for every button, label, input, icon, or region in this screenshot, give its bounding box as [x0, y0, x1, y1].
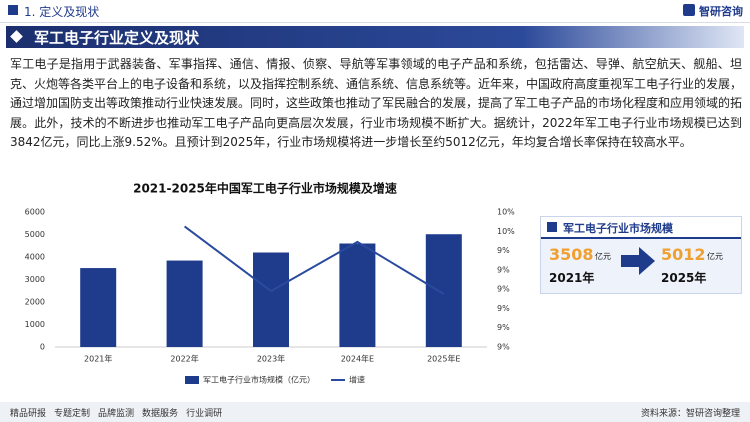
legend-label: 增速 [349, 375, 365, 385]
y-tick-label: 1000 [25, 320, 45, 329]
end-year: 2025年 [661, 271, 707, 285]
section-title: 1. 定义及现状 [24, 5, 100, 19]
service: 品牌监测 [98, 409, 135, 419]
end-value: 5012 [661, 245, 706, 264]
highlight-icon [547, 222, 557, 232]
banner-icon [10, 30, 23, 43]
x-tick-label: 2023年 [257, 354, 285, 364]
chart: 2021-2025年中国军工电子行业市场规模及增速 0 1000 2000 3000 4… [25, 181, 516, 385]
bar [253, 252, 289, 347]
x-tick-label: 2021年 [84, 354, 112, 364]
section-icon [8, 5, 18, 15]
arrow [621, 247, 655, 275]
y2-tick-label: 9% [497, 265, 510, 274]
banner: 军工电子行业定义及现状 [6, 26, 744, 48]
y2-tick-label: 9% [497, 343, 510, 352]
bar [425, 234, 462, 347]
y-tick-label: 5000 [25, 230, 45, 239]
y2-tick-label: 9% [497, 285, 510, 294]
services: 精品研报 专题定制 品牌监测 数据服务 行业调研 [10, 406, 222, 419]
y-tick-label: 4000 [25, 253, 45, 262]
end-unit: 亿元 [707, 252, 723, 261]
y2-tick-label: 10% [497, 227, 515, 236]
highlight-panel: 军工电子行业市场规模 3508 亿元 2021年 5012 亿元 2025年 [540, 216, 742, 294]
bar [166, 260, 203, 347]
legend-swatch [185, 376, 199, 384]
start-year: 2021年 [549, 271, 595, 285]
y2-tick-label: 9% [497, 304, 510, 313]
service: 行业调研 [186, 409, 223, 419]
highlight-header: 军工电子行业市场规模 [541, 217, 741, 239]
y-tick-label: 3000 [25, 275, 45, 284]
service: 精品研报 [10, 409, 47, 419]
service: 数据服务 [142, 409, 179, 419]
footer: 精品研报 专题定制 品牌监测 数据服务 行业调研 资料来源：智研咨询整理 [0, 402, 750, 422]
y-tick-label: 0 [40, 343, 45, 352]
y2-tick-label: 9% [497, 323, 510, 332]
bar [339, 243, 376, 347]
service: 专题定制 [54, 409, 91, 419]
logo-icon [683, 4, 695, 16]
y2-tick-label: 10% [497, 208, 515, 217]
highlight-title: 军工电子行业市场规模 [563, 222, 673, 235]
x-tick-label: 2024年E [341, 354, 374, 364]
chart-title: 2021-2025年中国军工电子行业市场规模及增速 [133, 181, 397, 196]
y-tick-label: 6000 [25, 208, 45, 217]
source: 资料来源：智研咨询整理 [640, 409, 740, 419]
x-tick-label: 2025年E [427, 354, 460, 364]
paragraph: 军工电子是指用于武器装备、军事指挥、通信、情报、侦察、导航等军事领域的电子产品和… [10, 57, 743, 149]
legend-label: 军工电子行业市场规模（亿元） [203, 375, 315, 385]
y2-tick-label: 9% [497, 246, 510, 255]
bar [80, 268, 117, 347]
logo: 智研咨询 [699, 5, 743, 18]
banner-title: 军工电子行业定义及现状 [34, 29, 200, 47]
line [184, 225, 445, 295]
start-value: 3508 [549, 245, 594, 264]
top-bar: 1. 定义及现状 智研咨询 [0, 0, 750, 23]
start-unit: 亿元 [595, 252, 611, 261]
x-tick-label: 2022年 [170, 354, 198, 364]
y-tick-label: 2000 [25, 298, 45, 307]
